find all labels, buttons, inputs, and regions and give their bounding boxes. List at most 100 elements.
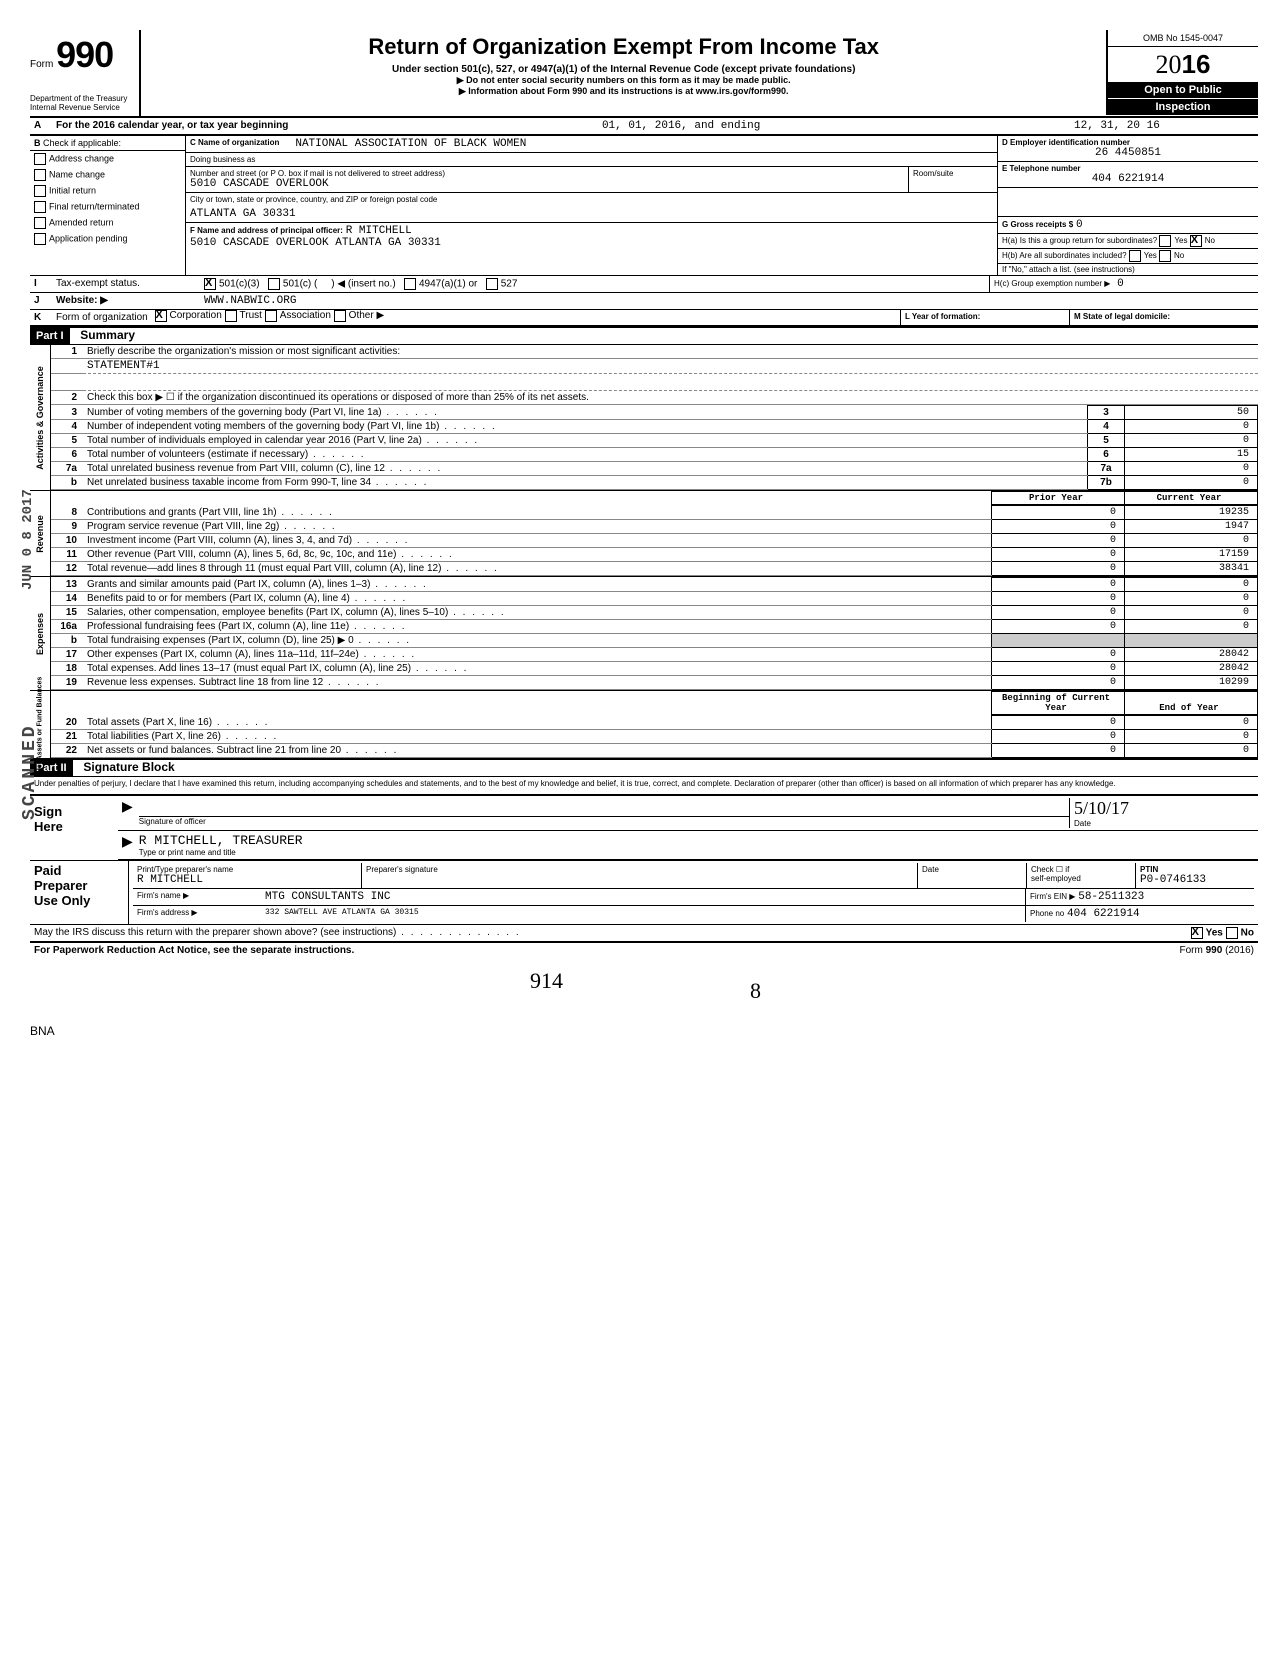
prior-val: 0 xyxy=(992,548,1125,562)
discuss-yes[interactable] xyxy=(1191,927,1203,939)
paperwork-notice: For Paperwork Reduction Act Notice, see … xyxy=(30,943,358,958)
preparer-label: Preparer xyxy=(34,878,124,893)
opt-4947: 4947(a)(1) or xyxy=(419,279,477,290)
part1-title: Summary xyxy=(80,328,135,342)
line-num: 21 xyxy=(51,730,83,744)
info-line: ▶ Information about Form 990 and its ins… xyxy=(149,86,1098,97)
check-assoc[interactable] xyxy=(265,310,277,322)
line-text: Professional fundraising fees (Part IX, … xyxy=(83,620,992,634)
line-num: 9 xyxy=(51,520,83,534)
curr-val: 0 xyxy=(1125,744,1258,758)
opt-trust: Trust xyxy=(240,310,262,325)
prep-sig-label: Preparer's signature xyxy=(366,865,913,874)
line-num: 7a xyxy=(51,462,83,476)
c-label: C Name of organization xyxy=(186,136,283,152)
l-year-label: L Year of formation: xyxy=(900,310,1069,325)
form-number: 990 xyxy=(56,34,113,75)
d-label: D Employer identification number xyxy=(1002,138,1254,147)
curr-val: 19235 xyxy=(1125,506,1258,520)
d-val: 26 4450851 xyxy=(1002,147,1254,159)
line-text: Total unrelated business revenue from Pa… xyxy=(83,462,1088,476)
line-text: Other expenses (Part IX, column (A), lin… xyxy=(83,648,992,662)
paid-preparer-block: Paid Preparer Use Only Print/Type prepar… xyxy=(30,860,1258,924)
curr-val: 17159 xyxy=(1125,548,1258,562)
discuss-text: May the IRS discuss this return with the… xyxy=(30,925,1187,941)
room-label: Room/suite xyxy=(913,169,993,178)
opt-initial-return: Initial return xyxy=(49,185,96,195)
line-text: Benefits paid to or for members (Part IX… xyxy=(83,592,992,606)
opt-address-change: Address change xyxy=(49,153,114,163)
prep-date-label: Date xyxy=(922,865,1022,874)
discuss-no[interactable] xyxy=(1226,927,1238,939)
self-emp-label: self-employed xyxy=(1031,874,1131,883)
line-text: Net unrelated business taxable income fr… xyxy=(83,476,1088,490)
prior-val: 0 xyxy=(992,730,1125,744)
check-527[interactable] xyxy=(486,278,498,290)
line-box: 7a xyxy=(1088,462,1125,476)
ptin-label: PTIN xyxy=(1140,865,1250,874)
open-public: Open to Public xyxy=(1108,82,1258,98)
k-label: Form of organization xyxy=(52,310,152,325)
f-addr: 5010 CASCADE OVERLOOK ATLANTA GA 30331 xyxy=(190,237,993,249)
check-501c[interactable] xyxy=(268,278,280,290)
handwritten-8: 8 xyxy=(750,978,761,1004)
expenses-block: Expenses 13 Grants and similar amounts p… xyxy=(30,576,1258,690)
opt-527: 527 xyxy=(501,279,518,290)
curr-val: 38341 xyxy=(1125,562,1258,576)
check-final-return[interactable] xyxy=(34,201,46,213)
line-num: 13 xyxy=(51,578,83,592)
check-name-change[interactable] xyxy=(34,169,46,181)
check-corp[interactable] xyxy=(155,310,167,322)
check-trust[interactable] xyxy=(225,310,237,322)
line-num: 11 xyxy=(51,548,83,562)
check-amended[interactable] xyxy=(34,217,46,229)
prior-val: 0 xyxy=(992,606,1125,620)
ha-yes[interactable] xyxy=(1159,235,1171,247)
check-address-change[interactable] xyxy=(34,153,46,165)
line-a: A For the 2016 calendar year, or tax yea… xyxy=(30,118,1258,135)
check-4947[interactable] xyxy=(404,278,416,290)
useonly-label: Use Only xyxy=(34,893,124,908)
check-app-pending[interactable] xyxy=(34,233,46,245)
hc-label: H(c) Group exemption number ▶ xyxy=(994,279,1110,288)
line-num: 4 xyxy=(51,420,83,434)
line-text: Total assets (Part X, line 16) xyxy=(83,716,992,730)
check-501c3[interactable] xyxy=(204,278,216,290)
check-other[interactable] xyxy=(334,310,346,322)
tax-year: 2016 xyxy=(1108,47,1258,82)
footer-row: For Paperwork Reduction Act Notice, see … xyxy=(30,943,1258,958)
prior-val: 0 xyxy=(992,520,1125,534)
part2-header-row: Part II Signature Block xyxy=(30,758,1258,777)
governance-block: Activities & Governance 1Briefly describ… xyxy=(30,345,1258,490)
opt-corp: Corporation xyxy=(170,310,222,325)
form-footer: Form 990 (2016) xyxy=(1176,943,1258,958)
line-val: 0 xyxy=(1125,462,1258,476)
firm-ein-label: Firm's EIN ▶ xyxy=(1030,892,1075,901)
officer-name: R MITCHELL, TREASURER xyxy=(139,833,1254,848)
opt-other: Other ▶ xyxy=(349,310,384,325)
col-end: End of Year xyxy=(1125,692,1258,715)
street-label: Number and street (or P O. box if mail i… xyxy=(190,169,904,178)
curr-val: 0 xyxy=(1125,620,1258,634)
curr-val: 0 xyxy=(1125,534,1258,548)
line-val: 0 xyxy=(1125,420,1258,434)
line-num: 22 xyxy=(51,744,83,758)
line-a-end: 12, 31, 20 16 xyxy=(1070,118,1258,134)
dba-label: Doing business as xyxy=(186,153,259,166)
opt-name-change: Name change xyxy=(49,169,105,179)
line-box: 7b xyxy=(1088,476,1125,490)
ha-no[interactable] xyxy=(1190,235,1202,247)
col-b-checks: B Check if applicable: Address change Na… xyxy=(30,136,186,275)
opt-501c-b: ) ◀ (insert no.) xyxy=(331,279,395,290)
f-name: R MITCHELL xyxy=(346,225,412,237)
discuss-row: May the IRS discuss this return with the… xyxy=(30,924,1258,943)
hb-yes[interactable] xyxy=(1129,250,1141,262)
hb-no[interactable] xyxy=(1159,250,1171,262)
line-text: Investment income (Part VIII, column (A)… xyxy=(83,534,992,548)
curr-val: 28042 xyxy=(1125,662,1258,676)
line-num: 5 xyxy=(51,434,83,448)
arrow-icon: ▶ xyxy=(122,798,133,828)
firm-ein: 58-2511323 xyxy=(1078,891,1144,903)
check-initial-return[interactable] xyxy=(34,185,46,197)
prior-val: 0 xyxy=(992,506,1125,520)
